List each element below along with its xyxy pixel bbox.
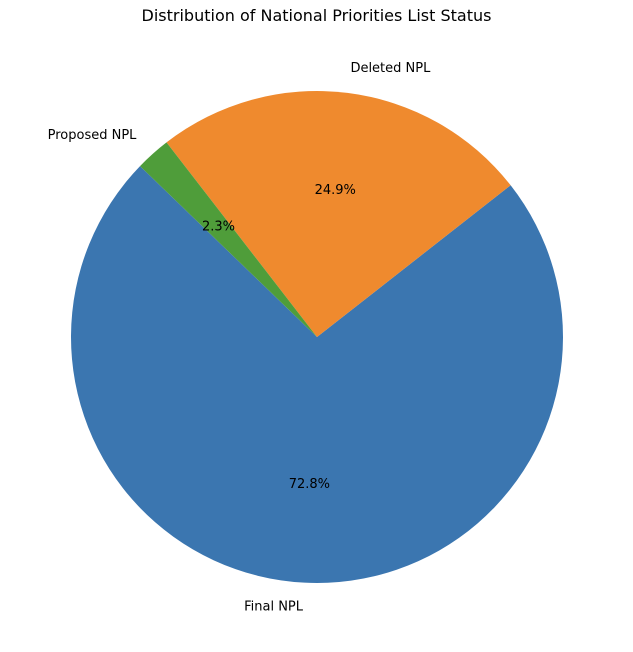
slice-percent-proposed-npl: 2.3% <box>202 220 235 235</box>
slice-percent-final-npl: 72.8% <box>289 477 330 492</box>
chart-title: Distribution of National Priorities List… <box>142 6 492 25</box>
slice-label-deleted-npl: Deleted NPL <box>350 61 431 76</box>
slice-label-proposed-npl: Proposed NPL <box>48 128 138 143</box>
pie-slice-final-npl <box>70 166 563 583</box>
pie-slices <box>70 90 563 583</box>
slice-label-final-npl: Final NPL <box>244 600 304 615</box>
slice-percent-deleted-npl: 24.9% <box>315 183 356 198</box>
pie-slice-proposed-npl <box>140 142 317 337</box>
pie-labels: Final NPL 72.8% Deleted NPL 24.9% Proposed N… <box>48 61 431 615</box>
pie-slice-deleted-npl <box>166 90 511 338</box>
